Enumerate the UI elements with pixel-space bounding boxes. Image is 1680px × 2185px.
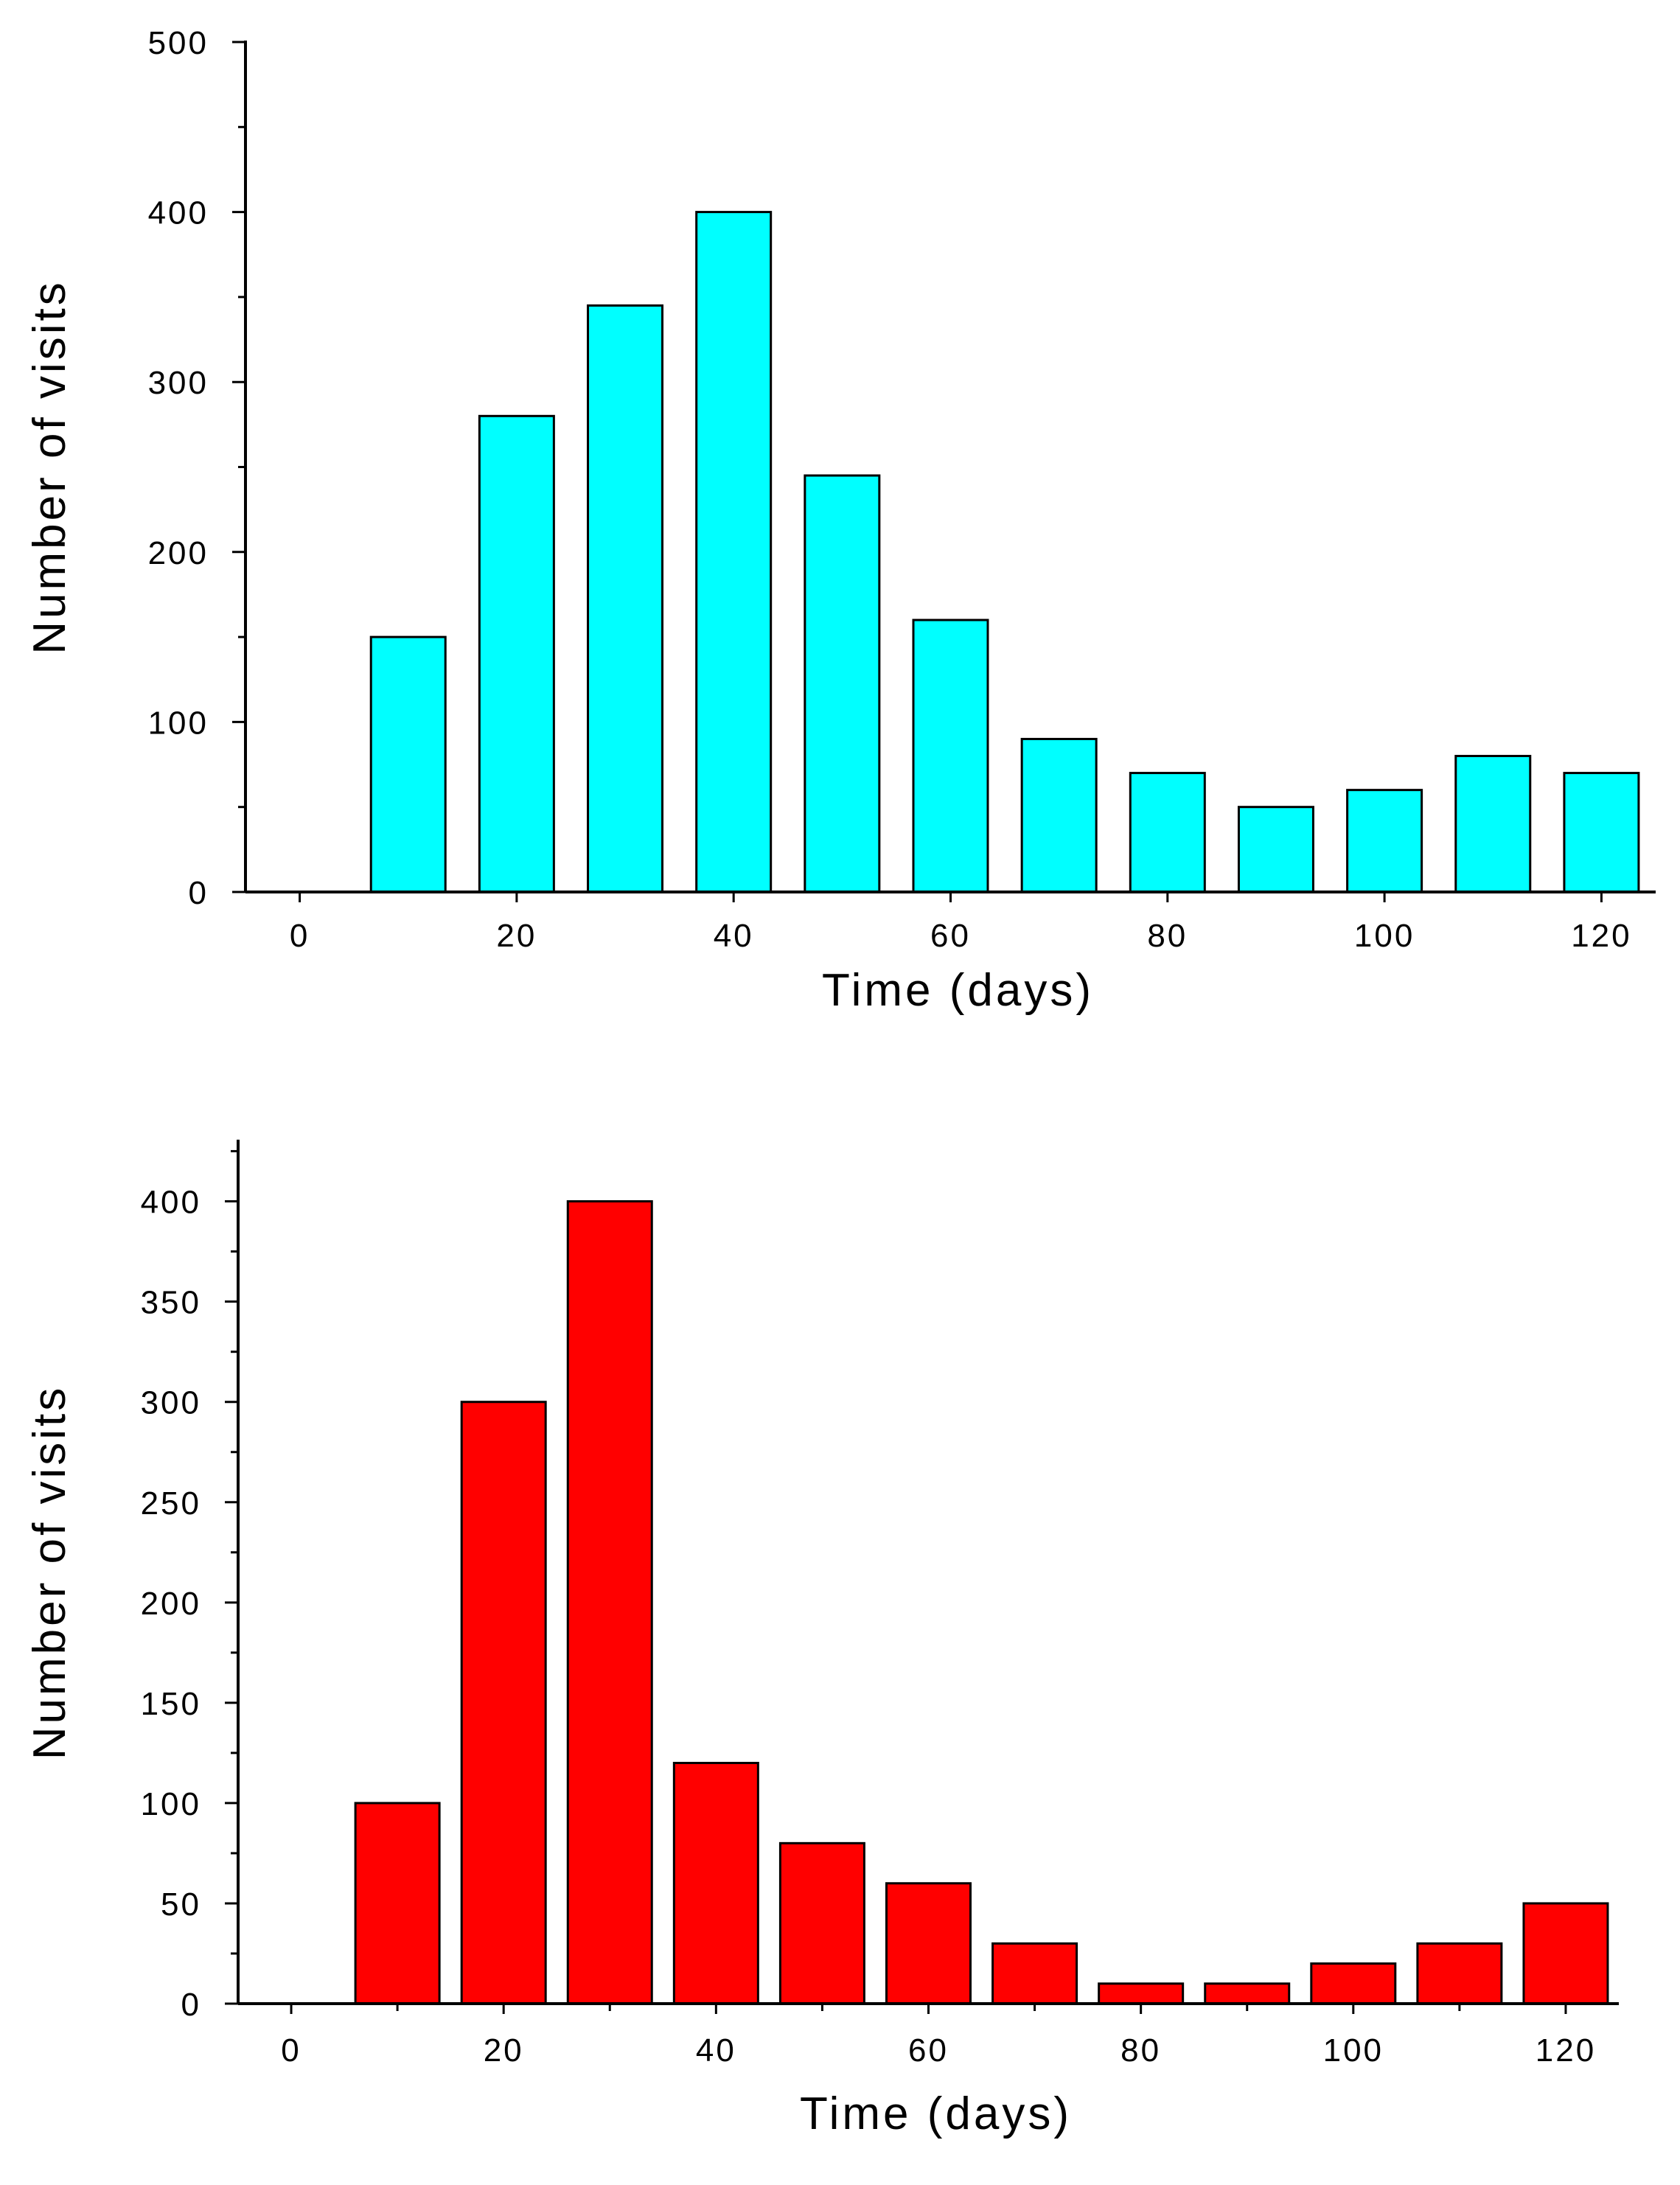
y-tick-label: 200 xyxy=(148,535,209,571)
bar xyxy=(672,1761,759,2005)
x-tick-label: 0 xyxy=(281,2032,301,2069)
bar xyxy=(1020,737,1098,893)
y-tick-label: 200 xyxy=(141,1586,201,1622)
x-tick-label: 120 xyxy=(1571,918,1631,954)
bar xyxy=(587,304,664,893)
x-tick-label: 80 xyxy=(1120,2032,1161,2069)
bar xyxy=(478,414,555,893)
x-tick-label: 60 xyxy=(930,918,971,954)
x-tick-label: 100 xyxy=(1323,2032,1384,2069)
bar xyxy=(1204,1982,1291,2005)
y-tick-label: 400 xyxy=(148,195,209,231)
bar xyxy=(1416,1942,1503,2005)
y-tick-label: 350 xyxy=(141,1285,201,1321)
y-tick-label: 500 xyxy=(148,25,209,61)
bar xyxy=(885,1882,972,2005)
bar xyxy=(804,474,881,893)
bar xyxy=(369,635,447,893)
x-tick-label: 80 xyxy=(1147,918,1188,954)
bar xyxy=(1454,755,1532,893)
chart-panel-1: 0 100 200 300 400 500 0 20 40 60 80 100 120 Time (day… xyxy=(24,25,1656,1016)
y-tick-label: 250 xyxy=(141,1485,201,1522)
bar xyxy=(1129,772,1206,893)
bar xyxy=(354,1802,441,2005)
bar xyxy=(1563,772,1640,893)
bar xyxy=(1522,1902,1609,2005)
y-tick-label: 0 xyxy=(181,1987,201,2023)
x-tick-label: 100 xyxy=(1354,918,1415,954)
bar xyxy=(1237,806,1314,893)
y-tick-label: 50 xyxy=(161,1886,201,1923)
y-tick-label: 300 xyxy=(148,365,209,401)
y-tick-label: 0 xyxy=(189,875,209,911)
bar xyxy=(460,1401,547,2005)
y-tick-label: 100 xyxy=(148,705,209,741)
x-tick-label: 40 xyxy=(696,2032,736,2069)
chart-panel-2: 0 50 100 150 200 250 300 350 400 0 20 40 60 80 100 120 T… xyxy=(24,1140,1619,2139)
x-tick-label: 0 xyxy=(290,918,310,954)
y-tick-label: 300 xyxy=(141,1385,201,1421)
y-tick-label: 100 xyxy=(141,1786,201,1822)
bar xyxy=(1310,1962,1397,2005)
y-tick-label: 150 xyxy=(141,1686,201,1722)
bar xyxy=(778,1841,865,2005)
x-tick-label: 120 xyxy=(1536,2032,1596,2069)
bar xyxy=(566,1200,653,2005)
bar xyxy=(912,618,989,893)
x-tick-label: 40 xyxy=(714,918,754,954)
bar xyxy=(991,1942,1078,2005)
bar xyxy=(1346,789,1423,893)
bar xyxy=(1098,1982,1185,2005)
x-axis-title: Time (days) xyxy=(822,965,1094,1016)
x-tick-label: 20 xyxy=(484,2032,524,2069)
y-tick-label: 400 xyxy=(141,1185,201,1221)
x-tick-label: 20 xyxy=(496,918,537,954)
y-axis-title: Number of visits xyxy=(24,279,75,654)
x-axis-title: Time (days) xyxy=(800,2088,1072,2139)
x-tick-label: 60 xyxy=(908,2032,949,2069)
y-axis-title: Number of visits xyxy=(24,1385,75,1760)
bar xyxy=(695,211,773,893)
